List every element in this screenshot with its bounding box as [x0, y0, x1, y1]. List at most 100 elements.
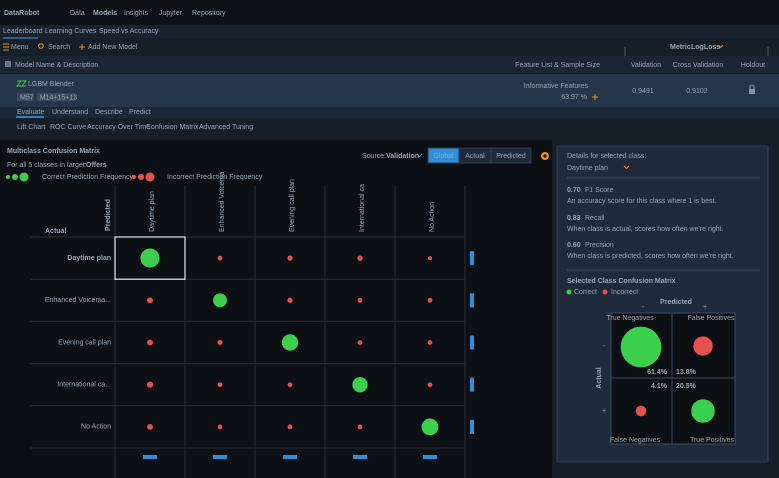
sub-nav-link[interactable]: Learning Curves — [45, 28, 97, 35]
frequency-bubble[interactable] — [218, 340, 223, 345]
frequency-bubble[interactable] — [428, 382, 433, 387]
frequency-bubble[interactable] — [357, 255, 362, 260]
mode-label[interactable]: Global — [433, 153, 454, 160]
column-label[interactable]: Evening call plan — [289, 179, 296, 232]
metric-value: 0.60 — [567, 242, 581, 249]
column-label[interactable]: No Action — [429, 202, 436, 232]
frequency-bubble[interactable] — [147, 424, 153, 430]
nav-link[interactable]: Repository — [192, 10, 226, 17]
tab[interactable]: Predict — [129, 109, 151, 116]
frequency-bubble[interactable] — [358, 340, 363, 345]
quadrant-bubble — [691, 399, 715, 423]
tab[interactable]: Evaluate — [17, 109, 44, 116]
nav-link[interactable]: Jupyter — [159, 10, 183, 17]
nav-link[interactable]: Models — [93, 10, 117, 17]
frequency-bubble[interactable] — [147, 340, 153, 346]
metric-value[interactable]: LogLoss — [691, 44, 720, 51]
quadrant-label: True Negatives — [606, 315, 654, 322]
column-header[interactable]: Validation — [631, 62, 661, 69]
frequency-bubble[interactable] — [147, 297, 153, 303]
sub-tab[interactable]: Confusion Matrix — [146, 124, 199, 131]
row-total-bar — [470, 293, 474, 307]
frequency-bubble[interactable] — [218, 425, 223, 430]
quadrant-label: True Positives — [690, 437, 735, 444]
quadrant-bubble — [636, 406, 647, 417]
source-value[interactable]: Validation — [386, 153, 419, 160]
checkbox[interactable] — [5, 61, 11, 67]
row-total-bar — [470, 420, 474, 434]
nav-link[interactable]: Data — [70, 10, 85, 17]
quadrant-bubble — [621, 327, 662, 368]
column-total-bar — [353, 455, 367, 459]
row-label[interactable]: Enhanced Voicema... — [45, 297, 111, 304]
row-label[interactable]: International ca... — [57, 382, 111, 389]
frequency-bubble[interactable] — [213, 293, 227, 307]
frequency-bubble[interactable] — [140, 249, 159, 268]
column-label[interactable]: International ca — [359, 184, 366, 232]
column-header[interactable]: Cross Validation — [673, 62, 724, 69]
frequency-bubble[interactable] — [287, 298, 292, 303]
frequency-bubble[interactable] — [288, 425, 293, 430]
target-name: Offers — [86, 162, 107, 169]
axis-label: Actual — [596, 367, 603, 388]
legend-correct: Correct Prediction Frequency — [42, 174, 134, 181]
quadrant-label: False Negatives — [610, 437, 661, 444]
column-header[interactable]: Feature List & Sample Size — [515, 62, 600, 69]
tab[interactable]: Describe — [95, 109, 123, 116]
metric-name: F1 Score — [585, 187, 614, 194]
feature-list: Informative Features — [524, 83, 589, 90]
tab[interactable]: Understand — [52, 109, 88, 116]
legend-dot — [603, 290, 608, 295]
frequency-bubble[interactable] — [358, 425, 363, 430]
row-label[interactable]: Evening call plan — [58, 339, 111, 346]
frequency-bubble[interactable] — [287, 255, 292, 260]
row-label[interactable]: No Action — [81, 424, 111, 431]
frequency-bubble[interactable] — [288, 382, 293, 387]
row-label[interactable]: Daytime plan — [67, 255, 111, 262]
mode-label[interactable]: Actual — [465, 153, 485, 160]
selected-class[interactable]: Daytime plan — [567, 165, 608, 172]
frequency-bubble[interactable] — [352, 377, 367, 392]
validation-score: 0.9491 — [632, 88, 654, 95]
details-heading: Details for selected class: — [567, 153, 646, 160]
frequency-bubble[interactable] — [422, 419, 439, 436]
settings-gear — [543, 154, 546, 157]
nav-link[interactable]: Insights — [124, 10, 149, 17]
frequency-bubble[interactable] — [428, 256, 432, 260]
frequency-bubble[interactable] — [282, 334, 298, 350]
sub-tab[interactable]: ROC Curve — [50, 124, 86, 131]
sub-tab[interactable]: Lift Chart — [17, 124, 45, 131]
sub-tab[interactable]: Advanced Tuning — [199, 124, 253, 131]
column-header[interactable]: Holdout — [741, 62, 765, 69]
column-total-bar — [143, 455, 157, 459]
frequency-bubble[interactable] — [428, 340, 433, 345]
column-total-bar — [283, 455, 297, 459]
quadrant-percent: 13.8% — [676, 369, 697, 376]
legend-incorrect: Incorrect — [611, 289, 638, 296]
mode-label[interactable]: Predicted — [496, 153, 526, 160]
sub-tab[interactable]: Accuracy Over Time — [87, 124, 150, 131]
add-model-button[interactable]: Add New Model — [88, 44, 138, 51]
model-name: LGBM Blender — [28, 81, 75, 88]
column-label[interactable]: Daytime plan — [149, 191, 156, 232]
metric-description: When class is predicted, scores how ofte… — [567, 253, 734, 260]
insight-title: Multiclass Confusion Matrix — [7, 148, 100, 155]
search-button[interactable]: Search — [48, 44, 70, 51]
frequency-bubble[interactable] — [147, 382, 153, 388]
mini-matrix-title: Selected Class Confusion Matrix — [567, 278, 676, 285]
legend-dot — [146, 173, 155, 182]
model-tag-text: M14+15+13 — [40, 94, 77, 101]
frequency-bubble[interactable] — [218, 382, 223, 387]
frequency-bubble[interactable] — [218, 256, 223, 261]
sub-nav-link[interactable]: Speed vs Accuracy — [99, 28, 159, 35]
column-header[interactable]: Model Name & Description — [15, 62, 98, 69]
lock-icon — [749, 89, 755, 94]
metric-label: Metric — [670, 44, 691, 51]
menu-button[interactable]: Menu — [11, 44, 29, 51]
sub-nav-link[interactable]: Leaderboard — [3, 28, 43, 35]
model-row — [0, 74, 779, 107]
column-label[interactable]: Enhanced Voicema — [219, 172, 226, 232]
frequency-bubble[interactable] — [358, 298, 363, 303]
frequency-bubble[interactable] — [428, 298, 433, 303]
